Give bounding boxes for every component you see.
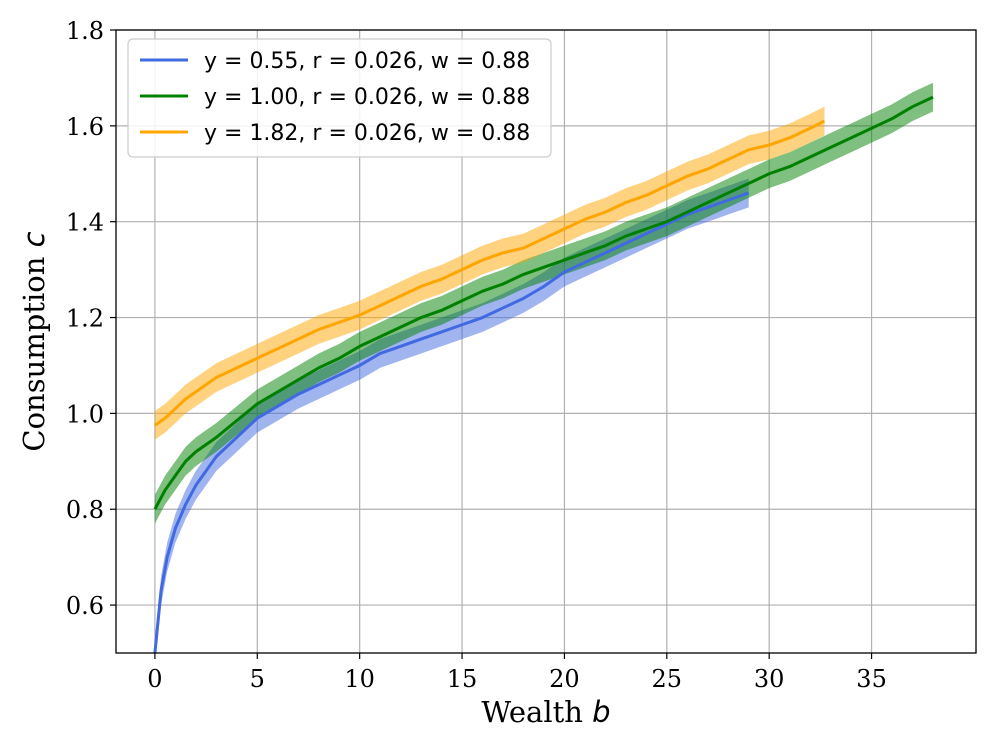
legend-label-3: y = 1.82, r = 0.026, w = 0.88 — [204, 121, 530, 146]
y-axis-label: Consumption c — [17, 231, 51, 451]
legend-box — [127, 38, 552, 158]
axis-labels: Wealth b Consumption c — [17, 231, 611, 729]
series-line-1 — [153, 191, 750, 653]
y-tick-label: 1.0 — [66, 400, 104, 428]
x-tick-label: 10 — [344, 665, 375, 693]
x-tick-label: 0 — [147, 665, 162, 693]
y-tick-label: 0.8 — [66, 496, 104, 524]
plot-frame — [115, 29, 977, 654]
y-tick-label: 1.6 — [66, 113, 104, 141]
y-tick-label: 1.2 — [66, 305, 104, 333]
series-line-3 — [154, 119, 826, 427]
legend-label-1: y = 0.55, r = 0.026, w = 0.88 — [204, 49, 530, 74]
y-tick-label: 0.6 — [66, 592, 104, 620]
x-axis-label: Wealth b — [481, 695, 610, 729]
x-tick-label: 15 — [447, 665, 478, 693]
x-tick-label: 25 — [652, 665, 683, 693]
series-band-2 — [154, 82, 933, 524]
y-axis-label-text: Consumption — [17, 247, 51, 451]
axis-ticks: 0 5 10 15 20 25 30 35 0.6 0.8 1.0 1.2 1.4 1.6 1.8 — [66, 17, 887, 693]
y-tick-label: 1.4 — [66, 209, 104, 237]
series-line-2 — [153, 95, 934, 510]
legend-label-2: y = 1.00, r = 0.026, w = 0.88 — [204, 85, 530, 110]
y-tick-label: 1.8 — [66, 17, 104, 45]
legend: y = 0.55, r = 0.026, w = 0.88 y = 1.00, r… — [127, 38, 552, 158]
y-axis-label-variable: c — [17, 231, 51, 247]
x-axis-label-variable: b — [592, 695, 610, 729]
x-axis-label-text: Wealth — [481, 695, 592, 729]
series-band-1 — [154, 178, 749, 653]
x-tick-label: 35 — [856, 665, 887, 693]
x-tick-label: 30 — [754, 665, 785, 693]
x-tick-label: 20 — [549, 665, 580, 693]
x-tick-label: 5 — [250, 665, 265, 693]
series-lines — [153, 95, 934, 653]
